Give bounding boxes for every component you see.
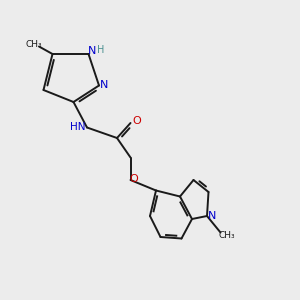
Text: CH₃: CH₃ [218, 231, 235, 240]
Text: CH₃: CH₃ [25, 40, 42, 49]
Text: N: N [88, 46, 96, 56]
Text: HN: HN [70, 122, 86, 133]
Text: O: O [129, 173, 138, 184]
Text: H: H [98, 45, 105, 56]
Text: N: N [100, 80, 109, 91]
Text: N: N [208, 211, 217, 221]
Text: O: O [132, 116, 141, 126]
